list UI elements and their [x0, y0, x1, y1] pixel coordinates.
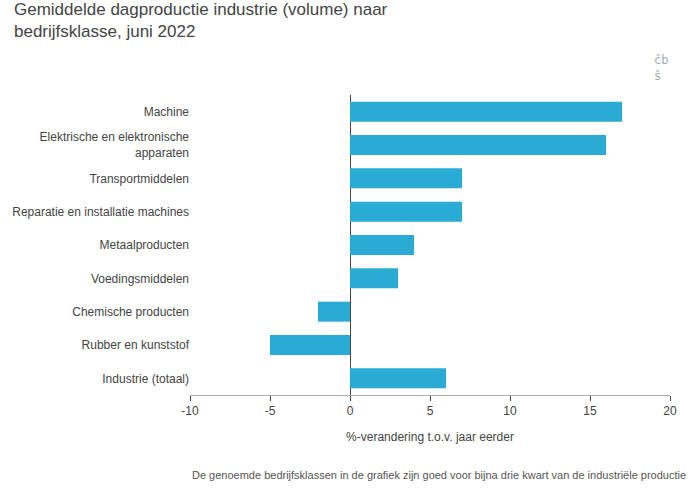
svg-text:10: 10 — [503, 404, 517, 418]
svg-text:0: 0 — [347, 404, 354, 418]
svg-text:15: 15 — [583, 404, 597, 418]
svg-text:Rubber en kunststof: Rubber en kunststof — [82, 338, 190, 352]
svg-text:%-verandering t.o.v. jaar eerd: %-verandering t.o.v. jaar eerder — [346, 430, 514, 444]
svg-text:De genoemde bedrijfsklassen in: De genoemde bedrijfsklassen in de grafie… — [192, 469, 686, 481]
svg-text:ĉbŝ: ĉbŝ — [654, 53, 668, 83]
svg-text:Transportmiddelen: Transportmiddelen — [89, 172, 189, 186]
svg-text:-10: -10 — [181, 404, 199, 418]
svg-text:Gemiddelde dagproductie indust: Gemiddelde dagproductie industrie (volum… — [14, 0, 388, 41]
svg-text:Industrie (totaal): Industrie (totaal) — [102, 372, 189, 386]
svg-text:-5: -5 — [265, 404, 276, 418]
svg-text:Chemische producten: Chemische producten — [72, 305, 189, 319]
svg-text:Metaalproducten: Metaalproducten — [100, 238, 189, 252]
svg-text:Machine: Machine — [144, 105, 190, 119]
svg-text:Reparatie en installatie machi: Reparatie en installatie machines — [12, 205, 189, 219]
svg-text:Elektrische en elektronischeap: Elektrische en elektronischeapparaten — [40, 130, 190, 160]
svg-text:5: 5 — [427, 404, 434, 418]
svg-text:20: 20 — [663, 404, 677, 418]
svg-text:Voedingsmiddelen: Voedingsmiddelen — [91, 272, 189, 286]
